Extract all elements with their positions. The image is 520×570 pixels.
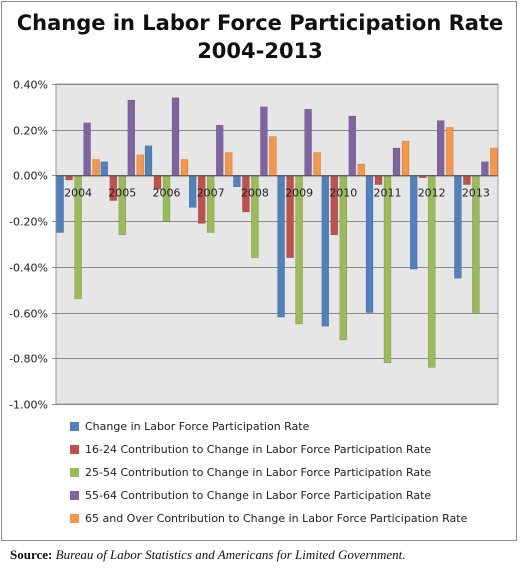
bar-2007-series-1 [188, 175, 197, 208]
y-tick-label: 0.20% [13, 125, 48, 138]
bar-2010-series-3 [339, 175, 348, 341]
legend-swatch [70, 445, 79, 454]
bar-2004-series-4 [83, 122, 91, 176]
y-tick-label: -0.40% [9, 262, 48, 275]
bar-2009-series-5 [313, 152, 321, 176]
bar-2010-series-5 [357, 163, 366, 176]
x-tick-label: 2006 [153, 186, 181, 199]
bar-2013-series-5 [490, 147, 498, 176]
legend-label: 25-54 Contribution to Change in Labor Fo… [85, 466, 432, 479]
bar-2013-series-4 [481, 161, 489, 176]
bar-2009-series-4 [304, 108, 312, 176]
x-tick-label: 2004 [64, 186, 92, 199]
legend-swatch [70, 422, 79, 431]
source-note: Source: Bureau of Labor Statistics and A… [10, 547, 406, 563]
y-tick-label: -0.60% [9, 308, 48, 321]
bar-2012-series-1 [409, 175, 418, 270]
bar-2012-series-3 [427, 175, 436, 368]
x-tick-label: 2005 [108, 186, 136, 199]
bar-2007-series-5 [224, 152, 233, 176]
bar-2011-series-3 [383, 175, 392, 364]
bar-2005-series-3 [118, 175, 127, 236]
chart-subtitle: 2004-2013 [197, 39, 323, 63]
bar-2009-series-1 [277, 175, 285, 318]
y-tick-label: 0.00% [13, 170, 48, 183]
chart-title: Change in Labor Force Participation Rate [16, 11, 504, 35]
y-tick-label: -0.80% [9, 353, 48, 366]
bar-2012-series-4 [436, 120, 445, 176]
bar-2005-series-4 [127, 99, 136, 176]
bar-chart: 0.40% 0.20% 0.00% -0.20% -0.40% -0.60% -0.80% -… [9, 79, 499, 412]
bar-2011-series-5 [401, 140, 410, 176]
legend-swatch [70, 491, 79, 500]
legend-label: Change in Labor Force Participation Rate [85, 420, 310, 433]
source-label: Source: [10, 547, 53, 562]
bar-2005-series-5 [136, 154, 145, 176]
x-tick-label: 2010 [329, 186, 357, 199]
legend-swatch [70, 514, 79, 523]
bar-2010-series-1 [321, 175, 330, 327]
y-tick-label: 0.40% [13, 79, 48, 92]
y-tick-label: -1.00% [9, 399, 48, 412]
x-tick-label: 2013 [462, 186, 490, 199]
x-tick-label: 2007 [197, 186, 225, 199]
bar-2008-series-5 [269, 136, 277, 176]
bar-2004-series-1 [56, 175, 64, 233]
legend-label: 65 and Over Contribution to Change in La… [85, 512, 468, 525]
bar-2010-series-2 [330, 175, 339, 236]
x-tick-label: 2012 [418, 186, 446, 199]
bar-2006-series-4 [171, 97, 180, 176]
bar-2006-series-5 [180, 159, 189, 176]
x-tick-label: 2011 [374, 186, 402, 199]
bar-2004-series-5 [92, 159, 100, 176]
x-tick-label: 2008 [241, 186, 269, 199]
bar-2011-series-2 [374, 175, 383, 185]
bar-2010-series-4 [348, 115, 357, 176]
legend-label: 55-64 Contribution to Change in Labor Fo… [85, 489, 432, 502]
y-tick-label: -0.20% [9, 216, 48, 229]
bar-2005-series-1 [100, 161, 109, 176]
bar-2013-series-2 [463, 175, 471, 185]
bar-2011-series-1 [365, 175, 374, 313]
bar-2006-series-1 [144, 145, 153, 176]
legend-swatch [70, 468, 79, 477]
bar-2008-series-4 [260, 106, 268, 176]
bar-2008-series-1 [233, 175, 241, 188]
source-text: Bureau of Labor Statistics and Americans… [55, 547, 406, 562]
legend-label: 16-24 Contribution to Change in Labor Fo… [85, 443, 432, 456]
bar-2013-series-1 [454, 175, 462, 279]
bar-2007-series-3 [206, 175, 215, 233]
x-tick-label: 2009 [285, 186, 313, 199]
bar-2011-series-4 [392, 147, 401, 176]
bar-2012-series-5 [445, 127, 454, 176]
bar-2007-series-4 [215, 124, 224, 176]
